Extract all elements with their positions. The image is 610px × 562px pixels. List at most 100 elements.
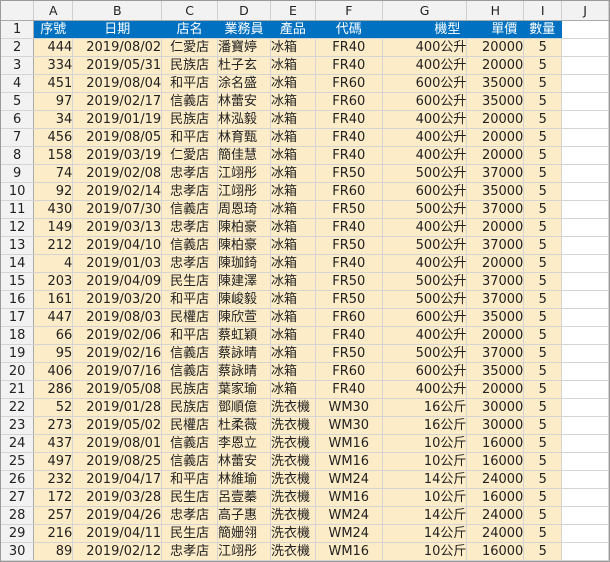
data-cell[interactable]: 冰箱: [270, 182, 316, 201]
data-cell[interactable]: 10公斤: [382, 434, 468, 453]
data-cell[interactable]: 37000: [466, 272, 525, 291]
column-header-b[interactable]: B: [72, 1, 163, 21]
data-cell[interactable]: 陳建澤: [217, 272, 271, 291]
data-cell[interactable]: 冰箱: [270, 110, 316, 129]
data-cell[interactable]: 2019/03/20: [72, 290, 163, 309]
data-cell[interactable]: 5: [523, 452, 563, 471]
data-cell[interactable]: 5: [523, 218, 563, 237]
data-cell[interactable]: 和平店: [161, 326, 219, 345]
data-cell[interactable]: 蔡詠晴: [217, 362, 271, 381]
data-cell[interactable]: 2019/08/05: [72, 128, 163, 147]
data-cell[interactable]: 冰箱: [270, 308, 316, 327]
data-cell[interactable]: FR50: [315, 236, 383, 255]
data-cell[interactable]: 5: [523, 290, 563, 309]
data-cell[interactable]: 2019/04/10: [72, 236, 163, 255]
data-cell[interactable]: 洗衣機: [270, 416, 316, 435]
row-header[interactable]: 19: [1, 344, 35, 363]
data-cell[interactable]: 江翊彤: [217, 182, 271, 201]
data-cell[interactable]: 信義店: [161, 92, 219, 111]
select-all-corner[interactable]: [1, 1, 35, 21]
data-cell[interactable]: 李恩立: [217, 434, 271, 453]
data-cell[interactable]: 14公斤: [382, 524, 468, 543]
data-cell[interactable]: 232: [33, 470, 74, 489]
header-cell[interactable]: 序號: [33, 20, 74, 39]
data-cell[interactable]: 172: [33, 488, 74, 507]
data-cell[interactable]: 忠孝店: [161, 182, 219, 201]
data-cell[interactable]: 20000: [466, 326, 525, 345]
data-cell[interactable]: 5: [523, 128, 563, 147]
data-cell[interactable]: FR40: [315, 218, 383, 237]
data-cell[interactable]: 冰箱: [270, 290, 316, 309]
empty-cell[interactable]: [561, 254, 609, 273]
empty-cell[interactable]: [561, 308, 609, 327]
data-cell[interactable]: 和平店: [161, 470, 219, 489]
data-cell[interactable]: 400公升: [382, 326, 468, 345]
data-cell[interactable]: 16000: [466, 488, 525, 507]
header-cell[interactable]: 機型: [382, 20, 468, 39]
data-cell[interactable]: 5: [523, 308, 563, 327]
data-cell[interactable]: 24000: [466, 524, 525, 543]
row-header[interactable]: 6: [1, 110, 35, 129]
data-cell[interactable]: 500公升: [382, 200, 468, 219]
row-header[interactable]: 2: [1, 38, 35, 57]
data-cell[interactable]: FR50: [315, 200, 383, 219]
data-cell[interactable]: 2019/08/04: [72, 74, 163, 93]
data-cell[interactable]: 600公升: [382, 74, 468, 93]
data-cell[interactable]: 高子惠: [217, 506, 271, 525]
empty-cell[interactable]: [561, 398, 609, 417]
row-header[interactable]: 13: [1, 236, 35, 255]
empty-cell[interactable]: [561, 74, 609, 93]
column-header-c[interactable]: C: [161, 1, 219, 21]
column-header-d[interactable]: D: [217, 1, 271, 21]
data-cell[interactable]: 2019/08/03: [72, 308, 163, 327]
data-cell[interactable]: 冰箱: [270, 380, 316, 399]
row-header[interactable]: 23: [1, 416, 35, 435]
data-cell[interactable]: 24000: [466, 470, 525, 489]
data-cell[interactable]: WM16: [315, 542, 383, 561]
data-cell[interactable]: 忠孝店: [161, 218, 219, 237]
data-cell[interactable]: 406: [33, 362, 74, 381]
data-cell[interactable]: 2019/03/28: [72, 488, 163, 507]
data-cell[interactable]: 林蕾安: [217, 452, 271, 471]
empty-cell[interactable]: [561, 272, 609, 291]
data-cell[interactable]: 民族店: [161, 56, 219, 75]
empty-cell[interactable]: [561, 344, 609, 363]
header-cell[interactable]: 店名: [161, 20, 219, 39]
data-cell[interactable]: 呂壹蓁: [217, 488, 271, 507]
data-cell[interactable]: FR50: [315, 290, 383, 309]
data-cell[interactable]: 民生店: [161, 488, 219, 507]
data-cell[interactable]: 葉家瑜: [217, 380, 271, 399]
data-cell[interactable]: 161: [33, 290, 74, 309]
data-cell[interactable]: 蔡詠晴: [217, 344, 271, 363]
data-cell[interactable]: 2019/08/25: [72, 452, 163, 471]
data-cell[interactable]: 蔡虹穎: [217, 326, 271, 345]
data-cell[interactable]: 500公升: [382, 272, 468, 291]
data-cell[interactable]: 冰箱: [270, 362, 316, 381]
data-cell[interactable]: 35000: [466, 74, 525, 93]
row-header[interactable]: 7: [1, 128, 35, 147]
data-cell[interactable]: 2019/05/31: [72, 56, 163, 75]
data-cell[interactable]: 497: [33, 452, 74, 471]
data-cell[interactable]: 民生店: [161, 524, 219, 543]
empty-cell[interactable]: [561, 146, 609, 165]
data-cell[interactable]: 仁愛店: [161, 146, 219, 165]
row-header[interactable]: 11: [1, 200, 35, 219]
row-header[interactable]: 8: [1, 146, 35, 165]
data-cell[interactable]: 簡姗翎: [217, 524, 271, 543]
data-cell[interactable]: 洗衣機: [270, 452, 316, 471]
data-cell[interactable]: 400公升: [382, 56, 468, 75]
header-cell[interactable]: 數量: [523, 20, 563, 39]
data-cell[interactable]: 陳柏豪: [217, 218, 271, 237]
data-cell[interactable]: 16000: [466, 452, 525, 471]
data-cell[interactable]: WM16: [315, 434, 383, 453]
data-cell[interactable]: 信義店: [161, 452, 219, 471]
data-cell[interactable]: WM30: [315, 398, 383, 417]
data-cell[interactable]: 信義店: [161, 200, 219, 219]
data-cell[interactable]: 忠孝店: [161, 254, 219, 273]
data-cell[interactable]: 5: [523, 74, 563, 93]
data-cell[interactable]: 洗衣機: [270, 524, 316, 543]
data-cell[interactable]: 35000: [466, 182, 525, 201]
row-header[interactable]: 5: [1, 92, 35, 111]
empty-cell[interactable]: [561, 326, 609, 345]
data-cell[interactable]: 20000: [466, 380, 525, 399]
